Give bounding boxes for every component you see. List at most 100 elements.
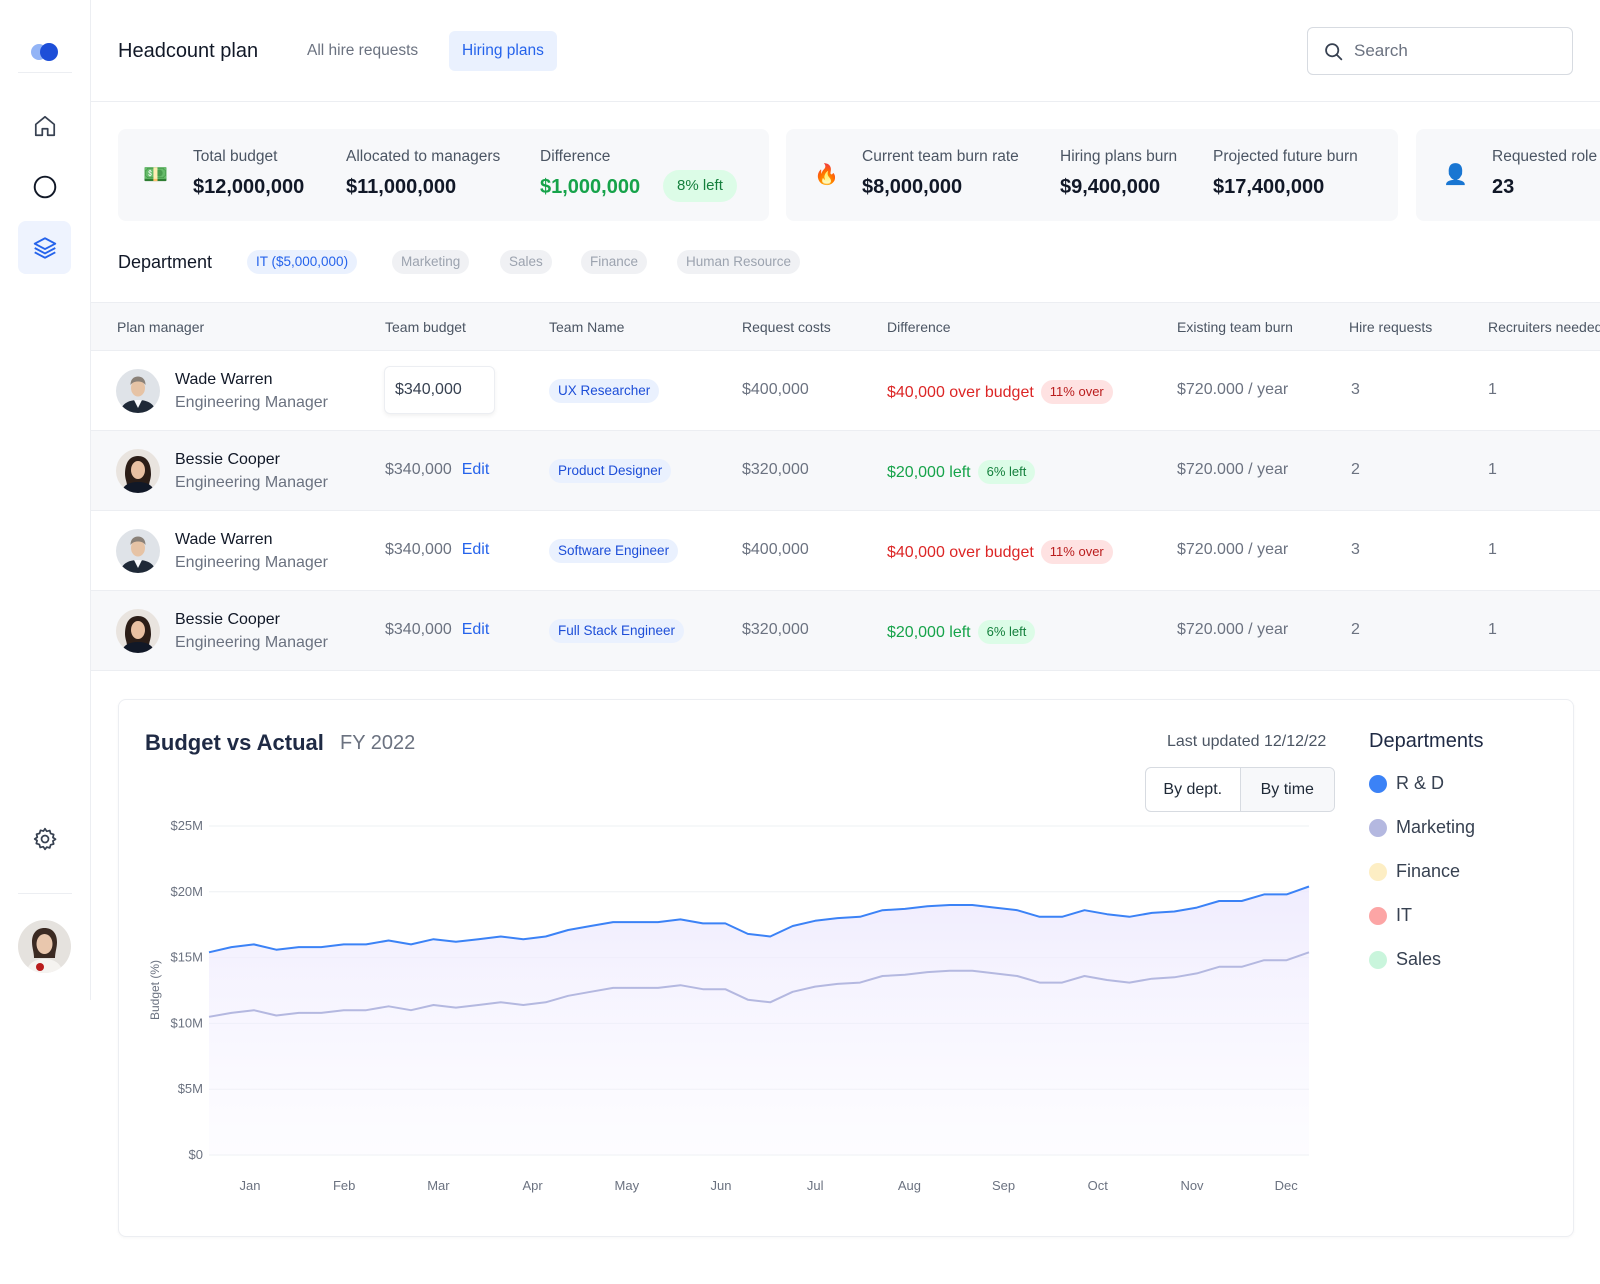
manager-avatar (116, 369, 160, 413)
legend-title: Departments (1369, 730, 1484, 752)
existing-burn: $720.000 / year (1177, 461, 1289, 478)
request-cost: $400,000 (742, 541, 809, 558)
dept-chip-it[interactable]: IT ($5,000,000) (247, 250, 358, 274)
table-row[interactable]: Wade Warren Engineering Manager UX Resea… (91, 351, 1600, 431)
search-icon (1325, 43, 1343, 61)
x-tick-label: Jun (711, 1178, 732, 1193)
sidebar-item-layers[interactable] (18, 221, 71, 274)
dept-chip-human-resource[interactable]: Human Resource (677, 250, 801, 274)
legend-label: R & D (1396, 773, 1445, 793)
x-tick-label: Nov (1180, 1178, 1204, 1193)
team-budget-input[interactable] (384, 366, 495, 414)
col-team-name[interactable]: Team Name (549, 319, 625, 335)
manager-name: Wade Warren (175, 371, 273, 388)
stat-value: $17,400,000 (1213, 176, 1325, 198)
y-tick-label: $0 (189, 1147, 203, 1162)
legend-item-marketing[interactable]: Marketing (1369, 817, 1475, 838)
col-team-budget[interactable]: Team budget (385, 319, 466, 335)
tab-all-hire-requests[interactable]: All hire requests (307, 42, 419, 59)
col-plan-manager[interactable]: Plan manager (117, 319, 205, 335)
stat-value: $9,400,000 (1060, 176, 1161, 198)
stat-difference: Difference $1,000,000 (540, 148, 640, 199)
sidebar-item-home[interactable] (18, 99, 71, 152)
stat-value: $8,000,000 (862, 176, 963, 198)
circle-icon (33, 175, 56, 198)
sidebar-divider-bottom (18, 893, 72, 894)
manager-role: Engineering Manager (175, 394, 328, 411)
legend-dot (1369, 774, 1387, 793)
request-cost: $320,000 (742, 461, 809, 478)
x-tick-label: Dec (1275, 1178, 1299, 1193)
legend-dot (1369, 862, 1387, 881)
difference-text: $20,000 left (887, 624, 971, 642)
existing-burn: $720.000 / year (1177, 621, 1289, 638)
search-input[interactable] (1354, 37, 1554, 65)
x-tick-label: Jan (240, 1178, 261, 1193)
roles-stats-card: 👤 Requested role 23 (1416, 129, 1600, 221)
stat-value: $12,000,000 (193, 176, 305, 198)
x-tick-label: Apr (522, 1178, 543, 1193)
y-tick-label: $15M (170, 950, 203, 965)
dept-chip-finance[interactable]: Finance (581, 250, 648, 274)
x-tick-label: Jul (807, 1178, 824, 1193)
stat-label: Projected future burn (1213, 148, 1358, 165)
team-budget-value: $340,000 (385, 541, 452, 558)
app-logo-icon[interactable] (29, 42, 59, 62)
legend-item-it[interactable]: IT (1369, 905, 1412, 926)
dept-chip-sales[interactable]: Sales (500, 250, 552, 274)
col-request-costs[interactable]: Request costs (742, 319, 831, 335)
difference-cell: $20,000 left 6% left (887, 620, 1036, 645)
search-box[interactable] (1307, 27, 1573, 75)
y-tick-label: $5M (178, 1081, 203, 1096)
legend-item-finance[interactable]: Finance (1369, 861, 1460, 882)
y-tick-label: $25M (170, 818, 203, 833)
table-row[interactable]: Wade Warren Engineering Manager $340,000… (91, 511, 1600, 591)
recruiters-needed: 1 (1488, 461, 1497, 478)
user-avatar[interactable] (18, 920, 71, 973)
difference-text: $40,000 over budget (887, 384, 1034, 402)
col-recruiters-needed[interactable]: Recruiters needed (1488, 319, 1600, 335)
y-axis-label: Budget (%) (148, 960, 162, 1020)
dept-chip-marketing[interactable]: Marketing (392, 250, 470, 274)
stat-label: Requested role (1492, 148, 1598, 165)
table-row[interactable]: Bessie Cooper Engineering Manager $340,0… (91, 591, 1600, 671)
y-tick-label: $10M (170, 1015, 203, 1030)
edit-budget-link[interactable]: Edit (461, 461, 490, 478)
legend-item-sales[interactable]: Sales (1369, 949, 1441, 970)
col-existing-burn[interactable]: Existing team burn (1177, 319, 1293, 335)
stat-allocated: Allocated to managers $11,000,000 (346, 148, 500, 199)
stat-total-budget: Total budget $12,000,000 (193, 148, 304, 199)
budget-stats-card: 💵 Total budget $12,000,000 Allocated to … (118, 129, 769, 221)
difference-badge: 6% left (977, 460, 1036, 484)
x-tick-label: Mar (427, 1178, 450, 1193)
tab-hiring-plans[interactable]: Hiring plans (449, 31, 557, 71)
manager-name: Bessie Cooper (175, 611, 280, 628)
legend-item-rd[interactable]: R & D (1369, 773, 1444, 794)
sidebar-item-settings[interactable] (18, 812, 71, 865)
team-chip[interactable]: Full Stack Engineer (549, 619, 685, 643)
last-updated: Last updated 12/12/22 (1167, 733, 1327, 750)
gear-icon (33, 827, 56, 850)
sidebar-divider-top (18, 72, 72, 73)
stat-plans-burn: Hiring plans burn $9,400,000 (1060, 148, 1177, 199)
existing-burn: $720.000 / year (1177, 381, 1289, 398)
team-chip[interactable]: Product Designer (549, 459, 672, 483)
by-time-button[interactable]: By time (1239, 768, 1334, 811)
stat-label: Allocated to managers (346, 148, 501, 165)
hire-requests: 3 (1351, 381, 1360, 398)
sidebar-item-circle[interactable] (18, 160, 71, 213)
recruiters-needed: 1 (1488, 541, 1497, 558)
col-difference[interactable]: Difference (887, 319, 951, 335)
team-chip[interactable]: Software Engineer (549, 539, 679, 563)
edit-budget-link[interactable]: Edit (461, 541, 490, 558)
x-tick-label: May (615, 1178, 640, 1193)
by-dept-button[interactable]: By dept. (1163, 780, 1223, 798)
hire-requests: 2 (1351, 621, 1360, 638)
hire-requests: 2 (1351, 461, 1360, 478)
col-hire-requests[interactable]: Hire requests (1349, 319, 1433, 335)
team-chip[interactable]: UX Researcher (549, 379, 660, 403)
edit-budget-link[interactable]: Edit (461, 621, 490, 638)
hiring-plans-table: Plan manager Team budget Team Name Reque… (91, 302, 1600, 671)
difference-cell: $40,000 over budget 11% over (887, 540, 1113, 565)
table-row[interactable]: Bessie Cooper Engineering Manager $340,0… (91, 431, 1600, 511)
